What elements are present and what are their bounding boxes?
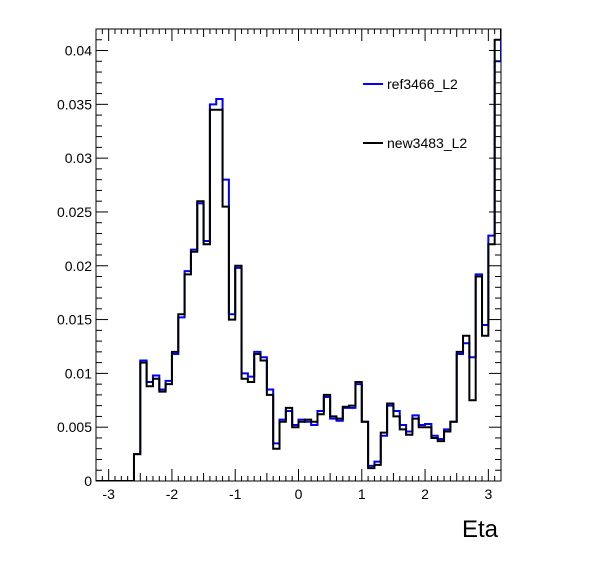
series-new3483_L2 bbox=[96, 29, 501, 481]
y-tick-label: 0.02 bbox=[65, 258, 92, 274]
x-tick-label: 1 bbox=[358, 486, 366, 502]
x-tick-label: 0 bbox=[295, 486, 303, 502]
x-tick-label: -1 bbox=[229, 486, 242, 502]
x-axis-title: Eta bbox=[462, 516, 499, 543]
y-tick-label: 0.03 bbox=[65, 150, 92, 166]
legend-label-new3483: new3483_L2 bbox=[387, 135, 467, 151]
y-tick-label: 0.025 bbox=[57, 204, 92, 220]
x-tick-label: 3 bbox=[484, 486, 492, 502]
y-tick-label: 0.035 bbox=[57, 96, 92, 112]
legend-label-ref3466: ref3466_L2 bbox=[387, 76, 458, 92]
y-tick-label: 0 bbox=[84, 473, 92, 489]
x-tick-label: -2 bbox=[166, 486, 179, 502]
plot-frame bbox=[95, 28, 502, 482]
y-tick-label: 0.01 bbox=[65, 365, 92, 381]
y-tick-label: 0.005 bbox=[57, 419, 92, 435]
x-tick-label: -3 bbox=[102, 486, 115, 502]
x-tick-label: 2 bbox=[421, 486, 429, 502]
series-layer bbox=[96, 29, 501, 481]
y-tick-label: 0.015 bbox=[57, 312, 92, 328]
y-tick-label: 0.04 bbox=[65, 43, 92, 59]
legend: ref3466_L2 new3483_L2 bbox=[363, 76, 467, 151]
axis-layer: -3 -2 -1 0 1 2 3 0 0.005 0.01 0.015 0.02 0.025 0.03 0.… bbox=[57, 28, 502, 502]
